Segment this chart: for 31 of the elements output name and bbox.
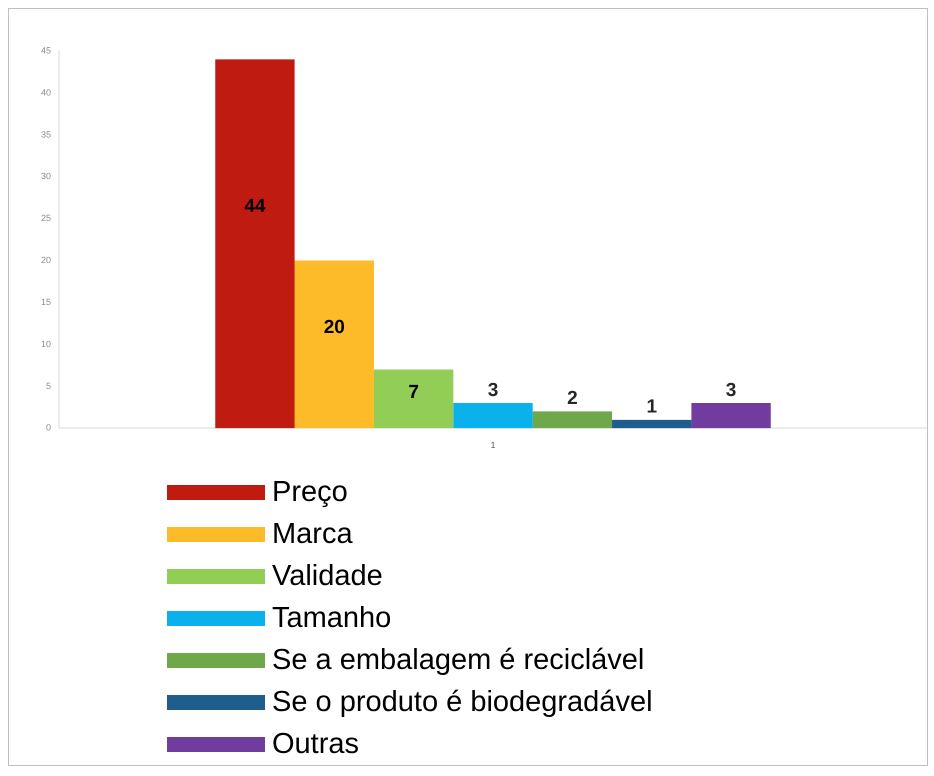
y-tick-label: 5 [46,380,52,391]
y-tick-label: 25 [40,213,52,224]
legend-label: Se a embalagem é reciclável [272,643,644,677]
legend-label: Se o produto é biodegradável [272,685,653,719]
bar [612,420,692,428]
data-label: 2 [567,388,578,410]
data-label: 3 [488,380,498,401]
data-label: 1 [646,396,658,418]
bar [532,411,612,428]
bar [374,370,454,428]
data-label: 20 [324,316,345,338]
y-tick-label: 35 [40,129,52,140]
bar [294,260,374,428]
y-tick-label: 20 [40,255,52,266]
legend-label: Validade [272,559,383,593]
data-label: 3 [726,380,736,401]
legend-label: Tamanho [272,601,392,635]
y-tick-label: 40 [40,87,52,98]
y-tick-label: 0 [46,422,52,433]
bar [215,59,295,428]
legend-label: Preço [272,475,348,509]
data-label: 7 [408,382,419,404]
y-tick-label: 45 [40,45,52,56]
y-tick-label: 30 [40,171,52,182]
legend-label: Marca [272,517,353,551]
legend-label: Outras [272,727,360,761]
bar [453,403,533,428]
bar [691,403,771,428]
data-label: 44 [244,196,266,218]
y-tick-label: 10 [40,338,52,349]
y-tick-label: 15 [40,296,52,307]
